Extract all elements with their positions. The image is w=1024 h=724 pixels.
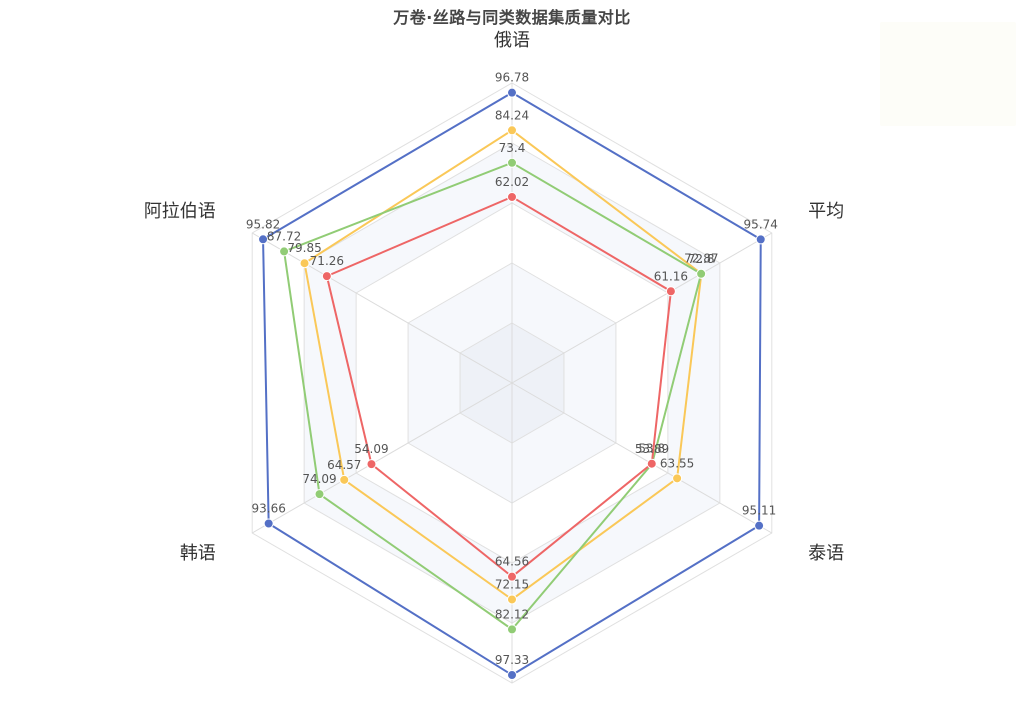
data-point <box>279 246 290 257</box>
data-label: 64.56 <box>495 555 529 569</box>
data-point <box>507 87 517 98</box>
data-point <box>672 473 683 484</box>
data-label: 93.66 <box>251 501 285 515</box>
axis-label: 韩语 <box>180 543 216 564</box>
axis-label: 泰语 <box>808 543 844 564</box>
data-point <box>339 474 350 485</box>
data-label: 72.15 <box>495 577 529 591</box>
data-label: 95.11 <box>742 504 776 518</box>
data-point <box>507 594 517 605</box>
data-label: 63.55 <box>660 456 694 470</box>
data-label: 53.8 <box>638 442 665 456</box>
data-label: 72.87 <box>684 252 718 266</box>
data-point <box>507 624 517 635</box>
axis-spoke <box>511 382 773 534</box>
data-label: 54.09 <box>354 442 388 456</box>
axis-spoke <box>251 232 513 384</box>
data-point <box>299 258 310 269</box>
data-label: 74.09 <box>302 472 336 486</box>
data-point <box>507 191 517 202</box>
data-point <box>321 271 332 282</box>
data-label: 71.26 <box>310 254 344 268</box>
data-point <box>507 157 517 168</box>
data-point <box>646 458 657 469</box>
data-point <box>754 520 765 531</box>
data-label: 84.24 <box>495 108 529 122</box>
axis-spoke <box>511 232 773 384</box>
data-label: 73.4 <box>499 141 526 155</box>
data-label: 72.8 <box>688 252 715 266</box>
chart-title: 万卷·丝路与同类数据集质量对比 <box>393 8 631 27</box>
data-label: 53.89 <box>635 442 669 456</box>
axis-label: 俄语 <box>494 30 530 51</box>
data-label: 61.16 <box>654 269 688 283</box>
data-point <box>755 234 766 245</box>
data-label: 82.12 <box>495 607 529 621</box>
data-label: 95.82 <box>246 217 280 231</box>
data-point <box>314 489 325 500</box>
data-point <box>258 234 269 245</box>
data-point <box>366 459 377 470</box>
axis-label: 平均 <box>808 201 844 222</box>
data-label: 96.78 <box>495 71 529 85</box>
data-label: 79.85 <box>287 241 321 255</box>
data-label: 62.02 <box>495 175 529 189</box>
axis-spoke <box>251 382 513 534</box>
legend-box <box>880 22 1016 126</box>
radar-series <box>258 87 766 680</box>
data-point <box>263 518 274 529</box>
data-label: 64.57 <box>327 458 361 472</box>
data-point <box>507 125 517 136</box>
data-point <box>507 571 517 582</box>
data-label: 97.33 <box>495 653 529 667</box>
data-label: 95.74 <box>744 217 778 231</box>
axis-label: 阿拉伯语 <box>144 201 216 222</box>
data-point <box>696 268 707 279</box>
data-point <box>507 669 517 680</box>
data-label: 87.72 <box>267 229 301 243</box>
data-point <box>665 286 676 297</box>
